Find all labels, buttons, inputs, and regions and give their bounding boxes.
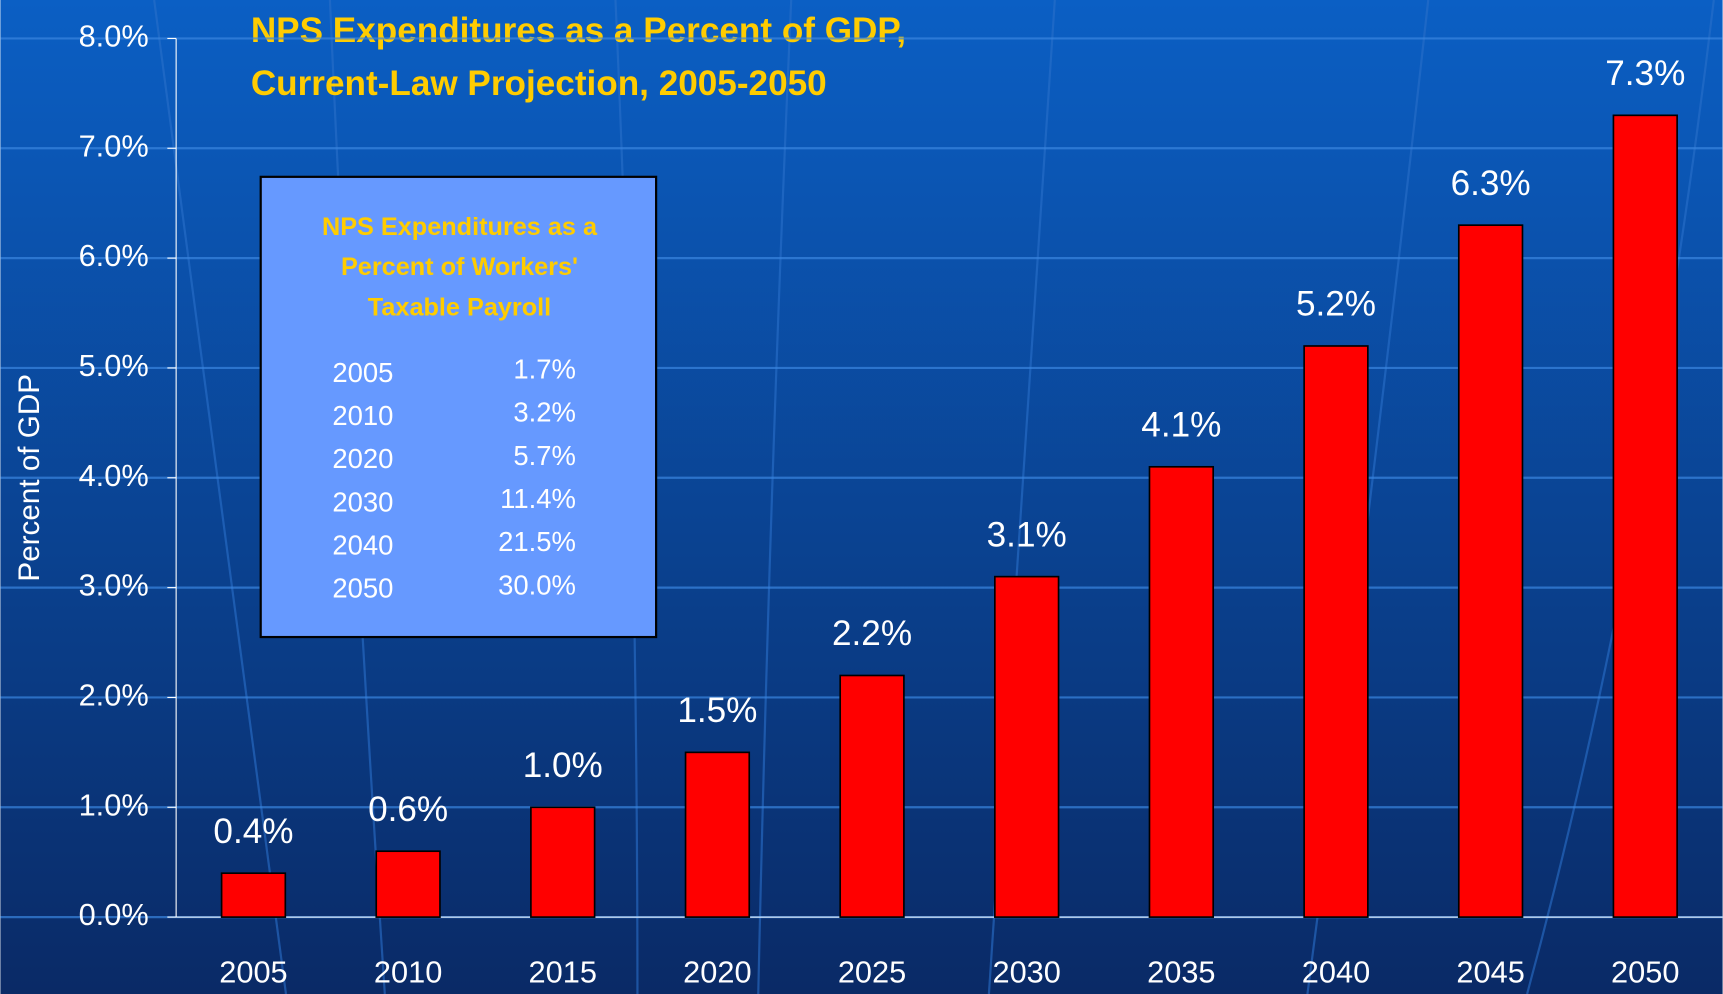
inset-year: 2050 (332, 573, 393, 604)
inset-year: 2020 (332, 443, 393, 474)
bar (839, 674, 905, 918)
x-tick-label: 2045 (1456, 954, 1524, 989)
value-label: 0.4% (213, 812, 293, 851)
x-tick-label: 2020 (683, 954, 751, 989)
inset-title: NPS Expenditures as a (322, 213, 598, 241)
y-tick-label: 8.0% (79, 19, 149, 54)
inset-title: Taxable Payroll (368, 293, 551, 321)
x-tick-label: 2030 (992, 954, 1060, 989)
value-label: 6.3% (1451, 164, 1531, 203)
bar (684, 751, 751, 918)
value-label: 7.3% (1605, 54, 1685, 93)
value-label: 1.0% (523, 746, 603, 785)
x-tick-label: 2040 (1302, 954, 1370, 989)
y-tick-label: 2.0% (79, 678, 149, 713)
inset-year: 2010 (332, 400, 393, 431)
y-tick-label: 0.0% (79, 897, 149, 932)
x-tick-label: 2025 (838, 954, 906, 989)
bar (994, 575, 1060, 918)
inset-value: 11.4% (500, 483, 576, 514)
y-tick-label: 1.0% (79, 787, 149, 822)
chart-title: Current-Law Projection, 2005-2050 (251, 64, 827, 103)
chart-title: NPS Expenditures as a Percent of GDP, (251, 11, 906, 50)
bar (1148, 465, 1215, 918)
x-tick-label: 2050 (1611, 954, 1679, 989)
x-tick-label: 2015 (529, 954, 597, 989)
y-tick-label: 5.0% (79, 348, 149, 383)
bar (1612, 114, 1678, 918)
bar (220, 872, 287, 918)
inset-value: 3.2% (513, 397, 576, 428)
value-label: 1.5% (677, 691, 757, 730)
inset-title: Percent of Workers' (341, 253, 578, 281)
bar (1457, 224, 1524, 918)
bar (375, 850, 441, 918)
value-label: 0.6% (368, 790, 448, 829)
inset-year: 2030 (332, 486, 393, 517)
inset-value: 21.5% (498, 526, 576, 557)
x-tick-label: 2005 (219, 954, 287, 989)
inset-year: 2040 (332, 529, 393, 560)
inset-box (259, 175, 658, 639)
value-label: 5.2% (1296, 285, 1376, 324)
bar (1303, 345, 1369, 918)
value-label: 3.1% (987, 515, 1067, 554)
bar (530, 806, 596, 918)
x-tick-label: 2035 (1147, 954, 1215, 989)
inset-value: 5.7% (513, 440, 576, 471)
inset-value: 1.7% (513, 353, 576, 384)
y-tick-label: 4.0% (79, 458, 149, 493)
value-label: 4.1% (1141, 406, 1221, 445)
y-tick-label: 6.0% (79, 238, 149, 273)
x-tick-label: 2010 (374, 954, 442, 989)
y-tick-label: 7.0% (79, 128, 149, 163)
inset-year: 2005 (332, 357, 393, 388)
inset-value: 30.0% (498, 569, 576, 600)
value-label: 2.2% (832, 614, 912, 653)
y-tick-label: 3.0% (79, 568, 149, 603)
